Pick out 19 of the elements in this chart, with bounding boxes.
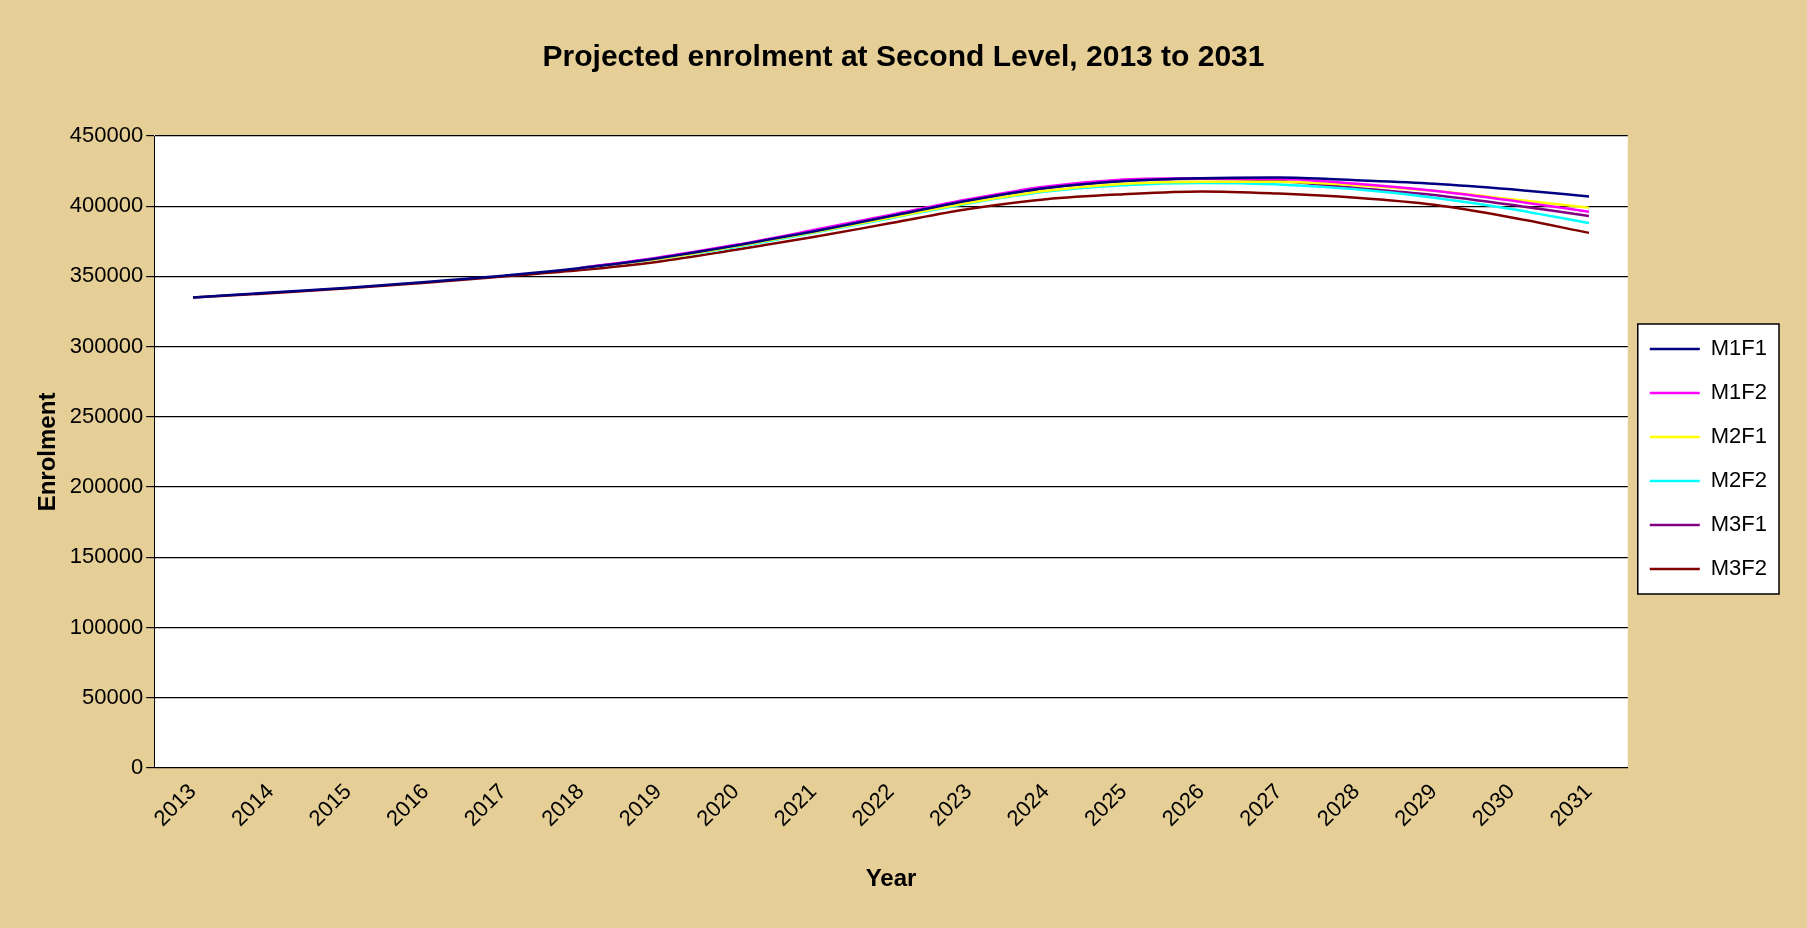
legend-label: M2F1	[1710, 423, 1768, 449]
legend-label: M3F2	[1710, 555, 1768, 581]
legend-label: M2F2	[1710, 467, 1768, 493]
y-tick-label: 0	[130, 753, 144, 779]
legend-label: M1F2	[1710, 379, 1768, 405]
y-tick-label: 50000	[82, 683, 144, 709]
chart-title: Projected enrolment at Second Level, 2013 to 2031	[542, 39, 1265, 73]
y-tick-label: 250000	[69, 402, 144, 428]
y-tick-label: 300000	[69, 332, 144, 358]
y-tick-label: 150000	[69, 543, 144, 569]
x-axis-title: Year	[865, 864, 917, 892]
y-tick-label: 400000	[69, 192, 144, 218]
legend-label: M3F1	[1710, 511, 1768, 537]
y-tick-label: 350000	[69, 262, 144, 288]
y-axis-title: Enrolment	[33, 392, 61, 512]
y-tick-label: 200000	[69, 473, 144, 499]
legend-label: M1F1	[1710, 335, 1768, 361]
y-tick-label: 450000	[69, 122, 144, 148]
y-tick-label: 100000	[69, 613, 144, 639]
